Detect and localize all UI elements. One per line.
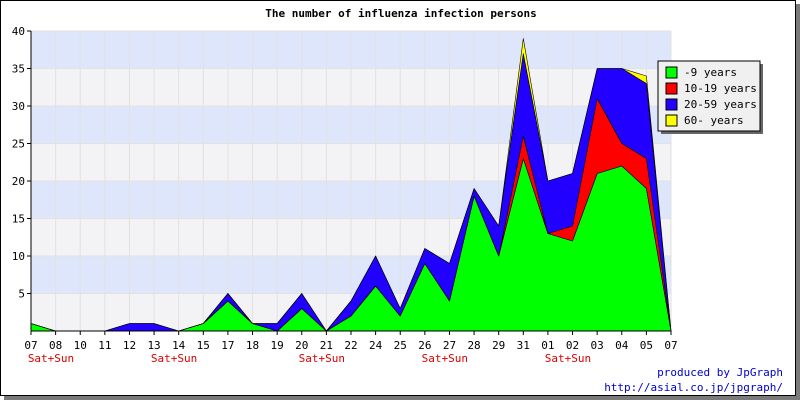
weekend-label: Sat+Sun bbox=[299, 352, 345, 365]
weekend-label: Sat+Sun bbox=[545, 352, 591, 365]
y-tick-label: 35 bbox=[12, 63, 25, 76]
x-tick-label: 28 bbox=[467, 339, 480, 352]
x-tick-label: 01 bbox=[541, 339, 554, 352]
legend-swatch bbox=[665, 66, 678, 79]
x-tick-label: 18 bbox=[246, 339, 259, 352]
x-tick-label: 02 bbox=[566, 339, 579, 352]
x-tick-label: 20 bbox=[295, 339, 308, 352]
x-tick-label: 29 bbox=[492, 339, 505, 352]
x-tick-label: 14 bbox=[172, 339, 186, 352]
y-tick-label: 5 bbox=[18, 288, 25, 301]
credit-line-1: produced by JpGraph bbox=[657, 366, 783, 379]
credit-text: produced by JpGraph http://asial.co.jp/j… bbox=[604, 365, 783, 395]
x-tick-label: 27 bbox=[443, 339, 456, 352]
x-tick-label: 15 bbox=[197, 339, 210, 352]
credit-line-2: http://asial.co.jp/jpgraph/ bbox=[604, 381, 783, 394]
legend: -9 years 10-19 years 20-59 years 60- years bbox=[657, 60, 763, 134]
legend-swatch bbox=[665, 114, 678, 127]
y-tick-label: 15 bbox=[12, 213, 25, 226]
x-tick-label: 24 bbox=[369, 339, 383, 352]
x-tick-label: 11 bbox=[98, 339, 111, 352]
y-tick-label: 10 bbox=[12, 250, 25, 263]
y-tick-label: 30 bbox=[12, 100, 25, 113]
weekend-label: Sat+Sun bbox=[422, 352, 468, 365]
x-tick-label: 25 bbox=[394, 339, 407, 352]
x-tick-label: 26 bbox=[418, 339, 431, 352]
chart-title: The number of influenza infection person… bbox=[265, 7, 537, 20]
weekend-label: Sat+Sun bbox=[28, 352, 74, 365]
y-tick-label: 25 bbox=[12, 138, 25, 151]
legend-label: 10-19 years bbox=[684, 82, 757, 95]
y-tick-label: 20 bbox=[12, 175, 25, 188]
x-tick-label: 22 bbox=[344, 339, 357, 352]
x-tick-label: 10 bbox=[74, 339, 87, 352]
x-tick-label: 19 bbox=[271, 339, 284, 352]
legend-swatch bbox=[665, 98, 678, 111]
legend-label: 60- years bbox=[684, 114, 744, 127]
y-tick-label: 40 bbox=[12, 25, 25, 38]
x-tick-label: 07 bbox=[24, 339, 37, 352]
influenza-area-chart: The number of influenza infection person… bbox=[12, 7, 763, 365]
x-tick-label: 08 bbox=[49, 339, 62, 352]
x-tick-label: 05 bbox=[640, 339, 653, 352]
x-tick-label: 13 bbox=[147, 339, 160, 352]
x-tick-label: 31 bbox=[517, 339, 530, 352]
x-tick-label: 04 bbox=[615, 339, 629, 352]
x-tick-label: 17 bbox=[221, 339, 234, 352]
legend-swatch bbox=[665, 82, 678, 95]
legend-label: -9 years bbox=[684, 66, 737, 79]
weekend-label: Sat+Sun bbox=[151, 352, 197, 365]
legend-label: 20-59 years bbox=[684, 98, 757, 111]
x-tick-label: 07 bbox=[664, 339, 677, 352]
x-tick-label: 21 bbox=[320, 339, 333, 352]
x-tick-label: 12 bbox=[123, 339, 136, 352]
x-tick-label: 03 bbox=[591, 339, 604, 352]
